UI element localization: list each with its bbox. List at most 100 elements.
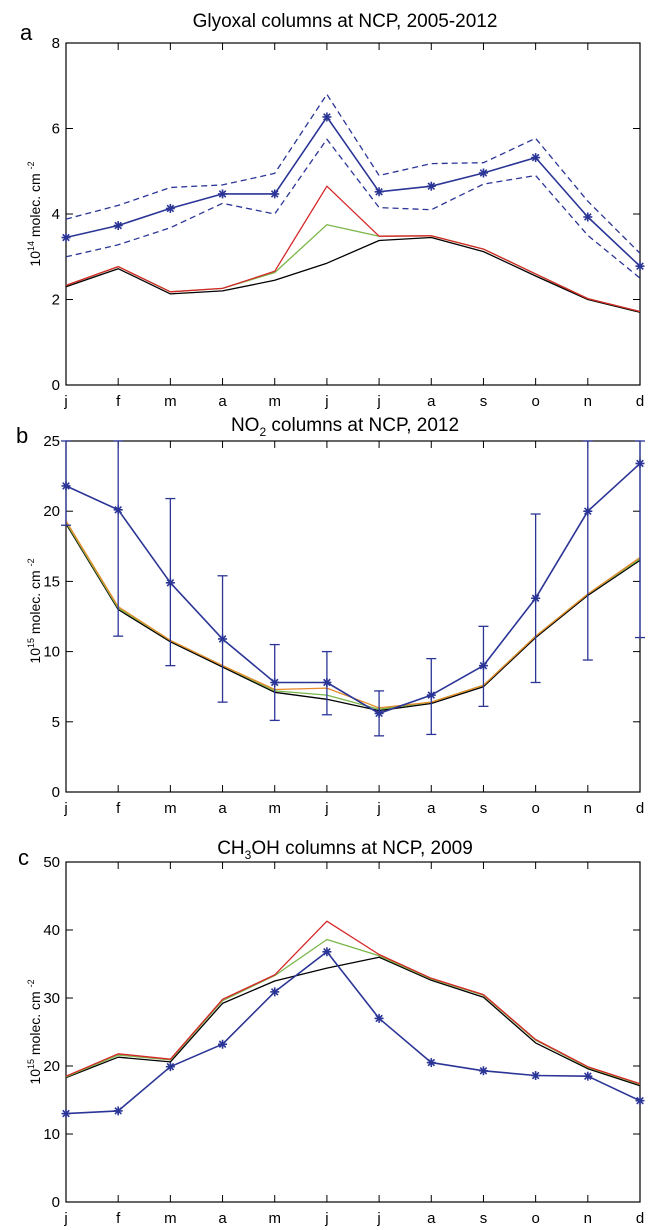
data-point-marker: [270, 189, 280, 199]
data-point-marker: [113, 221, 123, 231]
data-point-marker: [218, 1039, 228, 1049]
panel-b-letter: b: [16, 423, 28, 448]
x-tick-label: a: [427, 393, 436, 410]
x-tick-label: m: [268, 1210, 281, 1227]
panel-a-title: Glyoxal columns at NCP, 2005-2012: [193, 11, 498, 32]
panel-c-series-2-line: [65, 938, 641, 1086]
x-tick-label: j: [376, 800, 380, 817]
panel-c-frame: [65, 861, 641, 1203]
data-point-marker: [478, 661, 488, 671]
data-point-marker: [635, 1096, 645, 1106]
data-point-marker: [61, 1109, 71, 1119]
data-point-marker: [322, 677, 332, 687]
panel-a-letter: a: [20, 20, 33, 45]
y-tick-label: 2: [52, 292, 60, 309]
data-point-marker: [113, 505, 123, 515]
x-tick-label: j: [376, 393, 380, 410]
data-point-marker: [531, 153, 541, 163]
data-point-marker: [218, 634, 228, 644]
x-tick-label: s: [480, 800, 488, 817]
data-point-marker: [113, 1106, 123, 1116]
y-tick-label: 0: [52, 377, 60, 394]
x-tick-label: j: [63, 1210, 67, 1227]
panel-b-series-0-line: [65, 462, 641, 715]
data-point-marker: [583, 506, 593, 516]
data-point-marker: [165, 578, 175, 588]
x-tick-label: d: [636, 393, 644, 410]
y-tick-label: 20: [43, 503, 60, 520]
panel-b-frame: [65, 440, 641, 793]
x-tick-label: a: [218, 393, 227, 410]
y-tick-label: 50: [43, 854, 60, 871]
x-tick-label: n: [584, 800, 592, 817]
panel-c-y-axis-label: 1015 molec. cm -2: [26, 979, 43, 1084]
panel-c-axes: 0 10 20 30 40 50 j f m a m j j a s o n d: [43, 854, 644, 1227]
y-tick-label: 25: [43, 433, 60, 450]
x-tick-label: m: [268, 800, 281, 817]
y-tick-label: 40: [43, 922, 60, 939]
x-tick-label: j: [63, 393, 67, 410]
data-point-marker: [531, 1071, 541, 1081]
panel-a-y-axis-label: 1014 molec. cm -2: [26, 161, 43, 266]
x-tick-label: o: [531, 800, 539, 817]
data-point-marker: [322, 947, 332, 957]
error-bar: [582, 440, 593, 661]
panel-a-series-4-line: [65, 224, 641, 313]
panel-c-letter: c: [18, 845, 29, 870]
panel-a-axes: 0 2 4 6 8 j f m a m j j a s o n d: [52, 35, 645, 410]
panel-b-axes: 0 5 10 15 20 25 j f m a m j j a s o n d: [43, 433, 644, 817]
y-tick-label: 5: [52, 714, 60, 731]
panel-a-series-2-line: [65, 138, 641, 279]
x-tick-label: j: [63, 800, 67, 817]
x-tick-label: a: [427, 1210, 436, 1227]
y-tick-label: 15: [43, 573, 60, 590]
y-tick-label: 10: [43, 644, 60, 661]
y-tick-label: 4: [52, 206, 60, 223]
panel-a: a Glyoxal columns at NCP, 2005-2012 1014…: [20, 11, 645, 410]
x-tick-label: j: [324, 1210, 328, 1227]
panel-a-series-1-line: [65, 93, 641, 254]
data-point-marker: [165, 1062, 175, 1072]
data-point-marker: [426, 690, 436, 700]
x-tick-label: d: [636, 800, 644, 817]
data-point-marker: [635, 261, 645, 271]
panel-a-series-0-line: [65, 116, 641, 267]
x-tick-label: o: [531, 393, 539, 410]
data-point-marker: [270, 987, 280, 997]
x-tick-label: m: [268, 393, 281, 410]
data-point-marker: [583, 1071, 593, 1081]
data-point-marker: [635, 458, 645, 468]
panel-c-series-3-line: [65, 920, 641, 1085]
y-tick-label: 8: [52, 35, 60, 52]
data-point-marker: [531, 593, 541, 603]
data-point-marker: [61, 233, 71, 243]
y-tick-label: 6: [52, 121, 60, 138]
x-tick-label: m: [164, 800, 177, 817]
panel-b-series-3-line: [65, 520, 641, 709]
error-bar: [113, 440, 124, 637]
panel-b-series-1-line: [65, 523, 641, 712]
data-point-marker: [374, 187, 384, 197]
panel-b-title: NO2 columns at NCP, 2012: [231, 415, 459, 439]
y-tick-label: 10: [43, 1126, 60, 1143]
panel-a-series-5-line: [65, 185, 641, 313]
y-tick-label: 0: [52, 784, 60, 801]
error-bar: [635, 440, 645, 639]
data-point-marker: [322, 112, 332, 122]
x-tick-label: s: [480, 1210, 488, 1227]
x-tick-label: a: [218, 800, 227, 817]
x-tick-label: f: [116, 800, 121, 817]
panel-a-series-3-line: [65, 236, 641, 313]
data-point-marker: [165, 203, 175, 213]
y-tick-label: 0: [52, 1194, 60, 1211]
x-tick-label: n: [584, 1210, 592, 1227]
x-tick-label: j: [376, 1210, 380, 1227]
data-point-marker: [218, 189, 228, 199]
panel-b-series-2-line: [65, 522, 641, 710]
panel-c-series-1-line: [65, 956, 641, 1087]
data-point-marker: [374, 1013, 384, 1023]
x-tick-label: j: [324, 800, 328, 817]
x-tick-label: d: [636, 1210, 644, 1227]
x-tick-label: j: [324, 393, 328, 410]
